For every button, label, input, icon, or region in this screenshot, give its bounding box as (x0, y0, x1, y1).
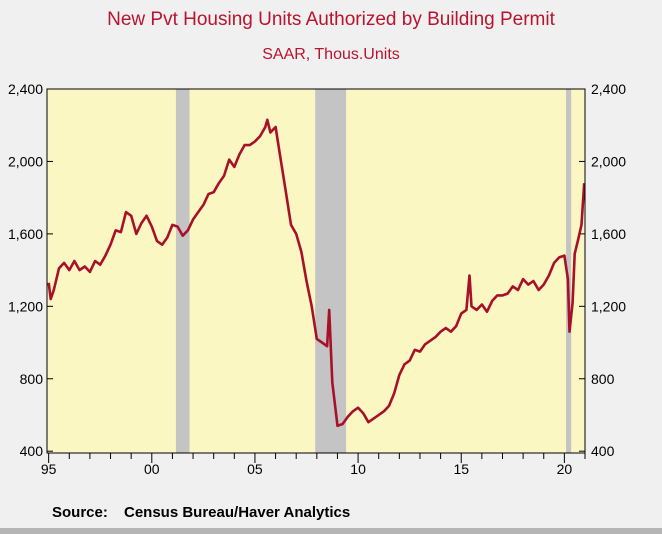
bottom-border (0, 528, 662, 534)
y-tick-label: 2,000 (591, 153, 626, 169)
source-label: Source: (52, 504, 108, 521)
y-axis-left: 400 800 1,200 1,600 2,000 2,400 (8, 81, 53, 459)
source-note: Source: Census Bureau/Haver Analytics (52, 504, 350, 521)
recession-shading (175, 89, 572, 453)
source-text: Census Bureau/Haver Analytics (124, 504, 351, 521)
y-tick-label: 2,400 (8, 81, 43, 97)
plot-frame (46, 88, 586, 454)
x-tick-label: 15 (453, 461, 469, 477)
chart-subtitle: SAAR, Thous.Units (262, 46, 400, 63)
x-tick-label: 10 (350, 461, 366, 477)
chart-title: New Pvt Housing Units Authorized by Buil… (107, 9, 555, 30)
y-tick-label: 400 (591, 443, 615, 459)
y-tick-label: 800 (20, 371, 44, 387)
y-tick-label: 1,200 (8, 298, 43, 314)
y-tick-label: 1,600 (8, 226, 43, 242)
y-tick-label: 1,600 (591, 226, 626, 242)
recession-bar (175, 89, 190, 453)
recession-bar (315, 89, 347, 453)
y-axis-right: 400 800 1,200 1,600 2,000 2,400 (579, 81, 626, 459)
y-tick-label: 1,200 (591, 298, 626, 314)
x-tick-label: 20 (557, 461, 573, 477)
x-tick-label: 00 (144, 461, 160, 477)
y-tick-label: 800 (591, 371, 615, 387)
y-tick-label: 2,000 (8, 153, 43, 169)
y-tick-label: 400 (20, 443, 44, 459)
series-line (47, 118, 586, 428)
x-tick-label: 05 (247, 461, 263, 477)
x-axis: 95 00 05 10 15 20 (41, 453, 586, 477)
y-tick-label: 2,400 (591, 81, 626, 97)
recession-bar (566, 89, 572, 453)
x-tick-label: 95 (41, 461, 57, 477)
